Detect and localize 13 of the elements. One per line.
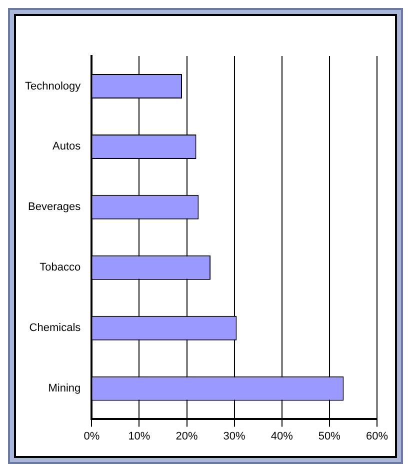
y-tick-label: Beverages [28, 201, 82, 214]
x-tick-label: 0% [84, 430, 100, 442]
x-tick-label: 60% [366, 430, 388, 442]
x-tick-label: 50% [318, 430, 341, 442]
y-tick-label: Mining [48, 382, 81, 395]
y-tick-label: Technology [24, 80, 82, 92]
y-tick-label: Tobacco [40, 262, 81, 274]
y-tick-label: Chemicals [29, 322, 82, 334]
x-tick-label: 40% [270, 430, 294, 442]
x-tick-label: 30% [223, 430, 246, 442]
x-tick-label: 10% [128, 430, 150, 442]
y-tick-label: Autos [52, 140, 82, 153]
x-tick-label: 20% [176, 430, 198, 442]
